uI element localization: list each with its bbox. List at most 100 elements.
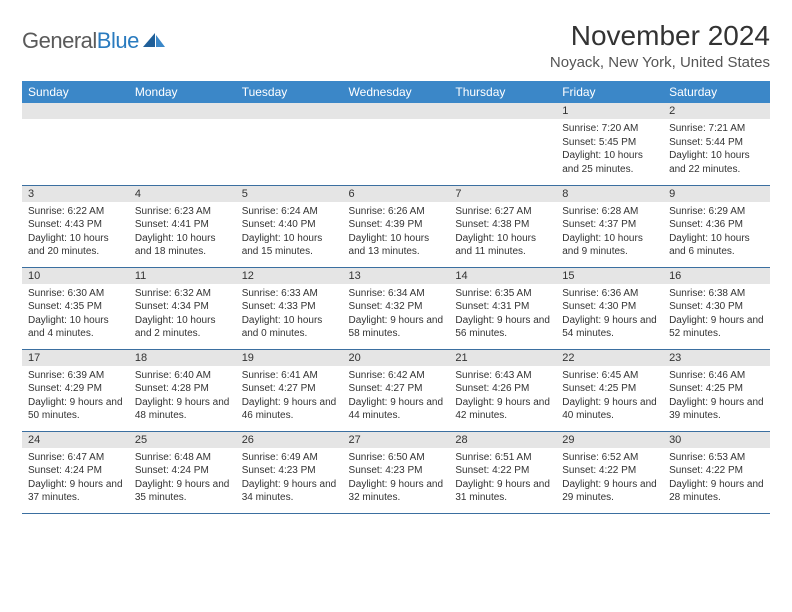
day-number: 4 [129,186,236,202]
daylight: Daylight: 10 hours and 22 minutes. [669,149,764,176]
calendar-day [22,103,129,185]
day-details: Sunrise: 7:21 AMSunset: 5:44 PMDaylight:… [663,119,770,180]
day-details: Sunrise: 6:32 AMSunset: 4:34 PMDaylight:… [129,284,236,345]
day-number: 18 [129,350,236,366]
calendar-day: 20Sunrise: 6:42 AMSunset: 4:27 PMDayligh… [343,349,450,431]
day-number: 17 [22,350,129,366]
sunrise: Sunrise: 6:49 AM [242,451,337,465]
daylight: Daylight: 10 hours and 0 minutes. [242,314,337,341]
sunset: Sunset: 4:22 PM [562,464,657,478]
daylight: Daylight: 10 hours and 6 minutes. [669,232,764,259]
day-details: Sunrise: 6:24 AMSunset: 4:40 PMDaylight:… [236,202,343,263]
day-details: Sunrise: 6:49 AMSunset: 4:23 PMDaylight:… [236,448,343,509]
sunset: Sunset: 4:22 PM [455,464,550,478]
sunset: Sunset: 4:24 PM [135,464,230,478]
sunrise: Sunrise: 6:32 AM [135,287,230,301]
day-number: 1 [556,103,663,119]
daylight: Daylight: 10 hours and 2 minutes. [135,314,230,341]
daylight: Daylight: 9 hours and 32 minutes. [349,478,444,505]
sunrise: Sunrise: 6:27 AM [455,205,550,219]
daylight: Daylight: 9 hours and 35 minutes. [135,478,230,505]
day-number: 10 [22,268,129,284]
calendar-day: 24Sunrise: 6:47 AMSunset: 4:24 PMDayligh… [22,431,129,513]
calendar-day: 10 Sunrise: 6:30 AMSunset: 4:35 PMDayligh… [22,267,129,349]
sunrise: Sunrise: 6:52 AM [562,451,657,465]
day-details: Sunrise: 6:38 AMSunset: 4:30 PMDaylight:… [663,284,770,345]
daylight: Daylight: 9 hours and 40 minutes. [562,396,657,423]
sunrise: Sunrise: 6:41 AM [242,369,337,383]
day-details [236,119,343,126]
day-details: Sunrise: 6:36 AMSunset: 4:30 PMDaylight:… [556,284,663,345]
calendar-day [236,103,343,185]
daylight: Daylight: 10 hours and 4 minutes. [28,314,123,341]
daylight: Daylight: 10 hours and 9 minutes. [562,232,657,259]
daylight: Daylight: 9 hours and 48 minutes. [135,396,230,423]
daylight: Daylight: 10 hours and 25 minutes. [562,149,657,176]
page: GeneralBlue November 2024 Noyack, New Yo… [0,0,792,524]
month-title: November 2024 [550,20,770,52]
day-number: 28 [449,432,556,448]
sunset: Sunset: 4:35 PM [28,300,123,314]
sunrise: Sunrise: 6:51 AM [455,451,550,465]
day-details [129,119,236,126]
day-number: 9 [663,186,770,202]
daylight: Daylight: 9 hours and 56 minutes. [455,314,550,341]
day-number: 23 [663,350,770,366]
day-details: Sunrise: 6:47 AMSunset: 4:24 PMDaylight:… [22,448,129,509]
day-details: Sunrise: 6:51 AMSunset: 4:22 PMDaylight:… [449,448,556,509]
calendar-day: 27 Sunrise: 6:50 AMSunset: 4:23 PMDayligh… [343,431,450,513]
daylight: Daylight: 9 hours and 46 minutes. [242,396,337,423]
sunset: Sunset: 4:22 PM [669,464,764,478]
sunrise: Sunrise: 6:50 AM [349,451,444,465]
logo-text-blue: Blue [97,28,139,53]
daylight: Daylight: 10 hours and 20 minutes. [28,232,123,259]
calendar-week: 17Sunrise: 6:39 AMSunset: 4:29 PMDayligh… [22,349,770,431]
sunrise: Sunrise: 6:36 AM [562,287,657,301]
calendar-day: 7Sunrise: 6:27 AMSunset: 4:38 PMDaylight… [449,185,556,267]
day-details: Sunrise: 6:48 AMSunset: 4:24 PMDaylight:… [129,448,236,509]
weekday-header: Saturday [663,81,770,103]
sunset: Sunset: 4:40 PM [242,218,337,232]
sunrise: Sunrise: 6:33 AM [242,287,337,301]
sunset: Sunset: 5:44 PM [669,136,764,150]
sunrise: Sunrise: 6:43 AM [455,369,550,383]
calendar-week: 10Sunrise: 6:30 AMSunset: 4:35 PMDayligh… [22,267,770,349]
day-number: 25 [129,432,236,448]
day-number: 16 [663,268,770,284]
day-number [343,103,450,119]
day-number: 3 [22,186,129,202]
sunrise: Sunrise: 6:30 AM [28,287,123,301]
day-details: Sunrise: 6:52 AMSunset: 4:22 PMDaylight:… [556,448,663,509]
sunset: Sunset: 4:33 PM [242,300,337,314]
calendar-week: 1Sunrise: 7:20 AMSunset: 5:45 PMDaylight… [22,103,770,185]
calendar-day: 21Sunrise: 6:43 AMSunset: 4:26 PMDayligh… [449,349,556,431]
day-details: Sunrise: 6:39 AMSunset: 4:29 PMDaylight:… [22,366,129,427]
sunrise: Sunrise: 6:35 AM [455,287,550,301]
day-number: 26 [236,432,343,448]
daylight: Daylight: 9 hours and 34 minutes. [242,478,337,505]
weekday-header-row: Sunday Monday Tuesday Wednesday Thursday… [22,81,770,103]
weekday-header: Monday [129,81,236,103]
day-details: Sunrise: 6:40 AMSunset: 4:28 PMDaylight:… [129,366,236,427]
sunset: Sunset: 4:23 PM [349,464,444,478]
sunrise: Sunrise: 6:23 AM [135,205,230,219]
title-block: November 2024 Noyack, New York, United S… [550,20,770,71]
sunrise: Sunrise: 6:26 AM [349,205,444,219]
calendar-week: 24Sunrise: 6:47 AMSunset: 4:24 PMDayligh… [22,431,770,513]
calendar-day: 8Sunrise: 6:28 AMSunset: 4:37 PMDaylight… [556,185,663,267]
location: Noyack, New York, United States [550,54,770,71]
day-details [22,119,129,126]
calendar-day: 15Sunrise: 6:36 AMSunset: 4:30 PMDayligh… [556,267,663,349]
day-number: 27 [343,432,450,448]
sunset: Sunset: 4:43 PM [28,218,123,232]
weekday-header: Sunday [22,81,129,103]
weekday-header: Wednesday [343,81,450,103]
day-number [236,103,343,119]
calendar-day: 16Sunrise: 6:38 AMSunset: 4:30 PMDayligh… [663,267,770,349]
day-number [129,103,236,119]
calendar-day: 11Sunrise: 6:32 AMSunset: 4:34 PMDayligh… [129,267,236,349]
sunrise: Sunrise: 6:46 AM [669,369,764,383]
day-number [22,103,129,119]
sunrise: Sunrise: 7:21 AM [669,122,764,136]
sunset: Sunset: 4:23 PM [242,464,337,478]
